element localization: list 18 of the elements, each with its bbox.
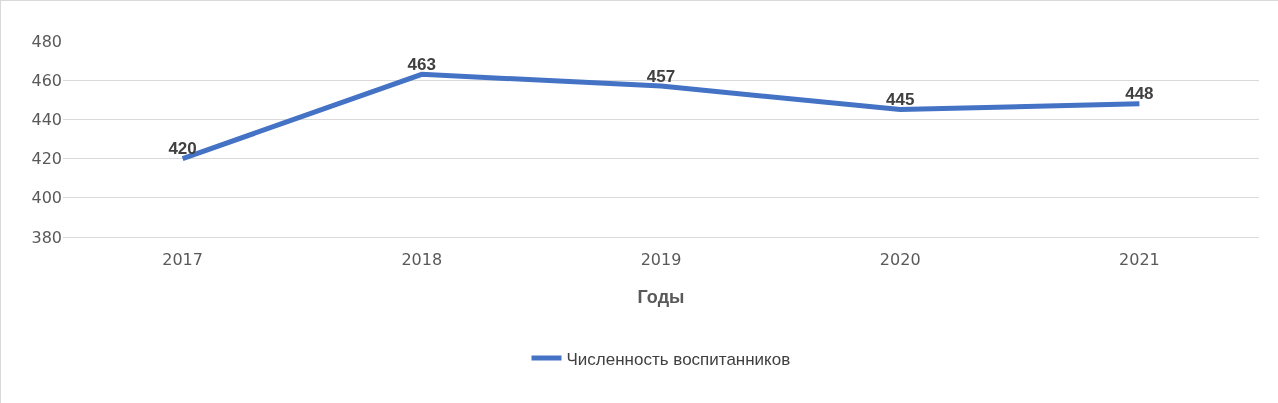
data-label: 463 xyxy=(407,55,436,75)
data-label: 445 xyxy=(886,90,915,110)
y-tick-label: 420 xyxy=(31,149,62,169)
x-tick-label: 2021 xyxy=(1119,250,1160,270)
y-tick-label: 460 xyxy=(31,70,62,90)
x-axis-title: Годы xyxy=(637,287,685,308)
x-tick-label: 2017 xyxy=(162,250,203,270)
x-tick-label: 2020 xyxy=(879,250,921,270)
data-label: 448 xyxy=(1125,84,1154,104)
y-tick-label: 480 xyxy=(31,31,62,51)
data-label: 457 xyxy=(646,66,676,86)
x-tick-label: 2018 xyxy=(401,250,443,270)
y-tick-label: 380 xyxy=(31,227,62,247)
y-tick-label: 440 xyxy=(31,110,62,129)
x-tick-label: 2019 xyxy=(640,250,682,270)
legend-label: Численность воспитанников xyxy=(566,349,791,369)
y-tick-label: 400 xyxy=(31,188,62,208)
data-label: 420 xyxy=(168,139,197,159)
